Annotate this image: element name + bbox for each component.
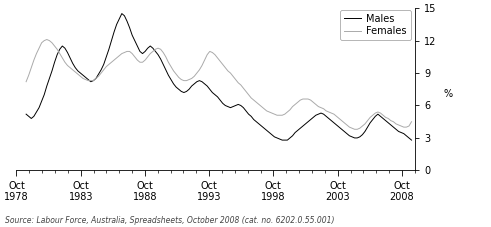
Females (352, 128, 357, 131)
Males (409, 139, 414, 141)
Females (44, 38, 50, 41)
Males (347, 134, 353, 137)
Females (409, 120, 414, 123)
Males (153, 50, 159, 53)
Females (292, 103, 298, 106)
Y-axis label: %: % (443, 89, 453, 99)
Males (119, 12, 125, 15)
Males (23, 113, 29, 116)
Males (279, 139, 285, 141)
Text: Source: Labour Force, Australia, Spreadsheets, October 2008 (cat. no. 6202.0.55.: Source: Labour Force, Australia, Spreads… (5, 216, 334, 225)
Females (227, 72, 233, 74)
Legend: Males, Females: Males, Females (340, 10, 410, 40)
Males (243, 110, 249, 112)
Females (178, 78, 184, 81)
Males (295, 129, 300, 132)
Females (23, 80, 29, 83)
Males (178, 90, 184, 93)
Females (243, 90, 249, 93)
Line: Males: Males (26, 14, 411, 140)
Females (344, 124, 350, 126)
Females (153, 48, 159, 51)
Males (227, 106, 233, 109)
Line: Females: Females (26, 39, 411, 129)
